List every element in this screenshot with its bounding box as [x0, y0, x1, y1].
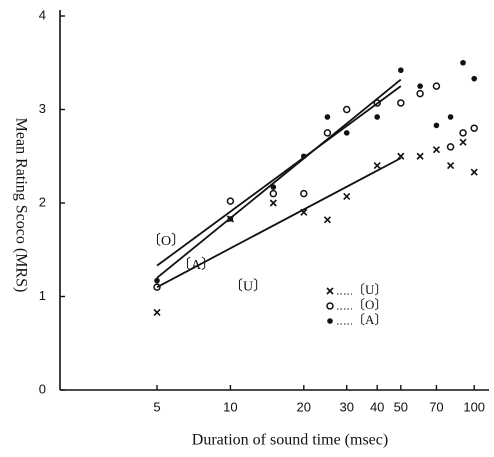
point — [459, 138, 467, 146]
x-tick-label: 10 — [223, 399, 237, 414]
fit-line-label: 〔O〕 — [147, 233, 185, 249]
point — [269, 189, 278, 198]
point — [459, 129, 467, 137]
legend-marker — [327, 318, 333, 324]
point — [269, 199, 277, 207]
x-tick-label: 100 — [463, 399, 485, 414]
point — [226, 197, 235, 205]
point — [470, 124, 478, 132]
point — [323, 216, 331, 224]
legend-marker — [326, 302, 334, 310]
point — [460, 59, 466, 66]
point — [374, 114, 380, 120]
fit-line — [156, 157, 402, 288]
point — [154, 277, 160, 284]
y-axis-label: Mean Rating Scoco (MRS) — [12, 118, 29, 293]
x-tick-label: 30 — [339, 399, 353, 414]
y-tick-label: 0 — [39, 381, 46, 396]
fit-line — [156, 78, 402, 279]
point — [324, 114, 331, 120]
point — [433, 122, 440, 129]
point — [373, 162, 381, 170]
point — [416, 152, 424, 160]
point — [343, 192, 351, 201]
point — [270, 184, 277, 190]
point — [470, 168, 478, 176]
x-tick-label: 5 — [153, 399, 160, 414]
x-tick-label: 70 — [429, 399, 443, 414]
y-tick-label: 4 — [39, 7, 46, 22]
point — [323, 129, 332, 137]
point — [343, 130, 350, 136]
point — [446, 143, 455, 151]
point — [300, 189, 308, 198]
point — [342, 105, 351, 114]
legend-label: 〔O〕 — [352, 297, 387, 312]
point — [447, 114, 454, 120]
point — [397, 99, 405, 107]
point — [398, 67, 404, 74]
legend-label: 〔U〕 — [352, 282, 387, 297]
legend-marker — [326, 287, 334, 295]
point — [447, 162, 455, 170]
x-tick-label: 20 — [297, 399, 311, 414]
y-tick-label: 2 — [39, 194, 46, 209]
x-tick-label: 50 — [394, 399, 408, 414]
fit-line-label: 〔U〕 — [229, 278, 267, 294]
x-axis-label: Duration of sound time (msec) — [192, 432, 388, 449]
point — [153, 308, 161, 316]
point — [432, 82, 441, 90]
point — [416, 89, 424, 98]
y-tick-label: 1 — [39, 288, 46, 303]
y-tick-label: 3 — [39, 101, 46, 116]
point — [471, 75, 478, 82]
legend-label: 〔A〕 — [352, 312, 387, 327]
point — [417, 83, 423, 89]
fit-line — [156, 85, 402, 267]
point — [432, 146, 441, 154]
x-tick-label: 40 — [370, 399, 384, 414]
